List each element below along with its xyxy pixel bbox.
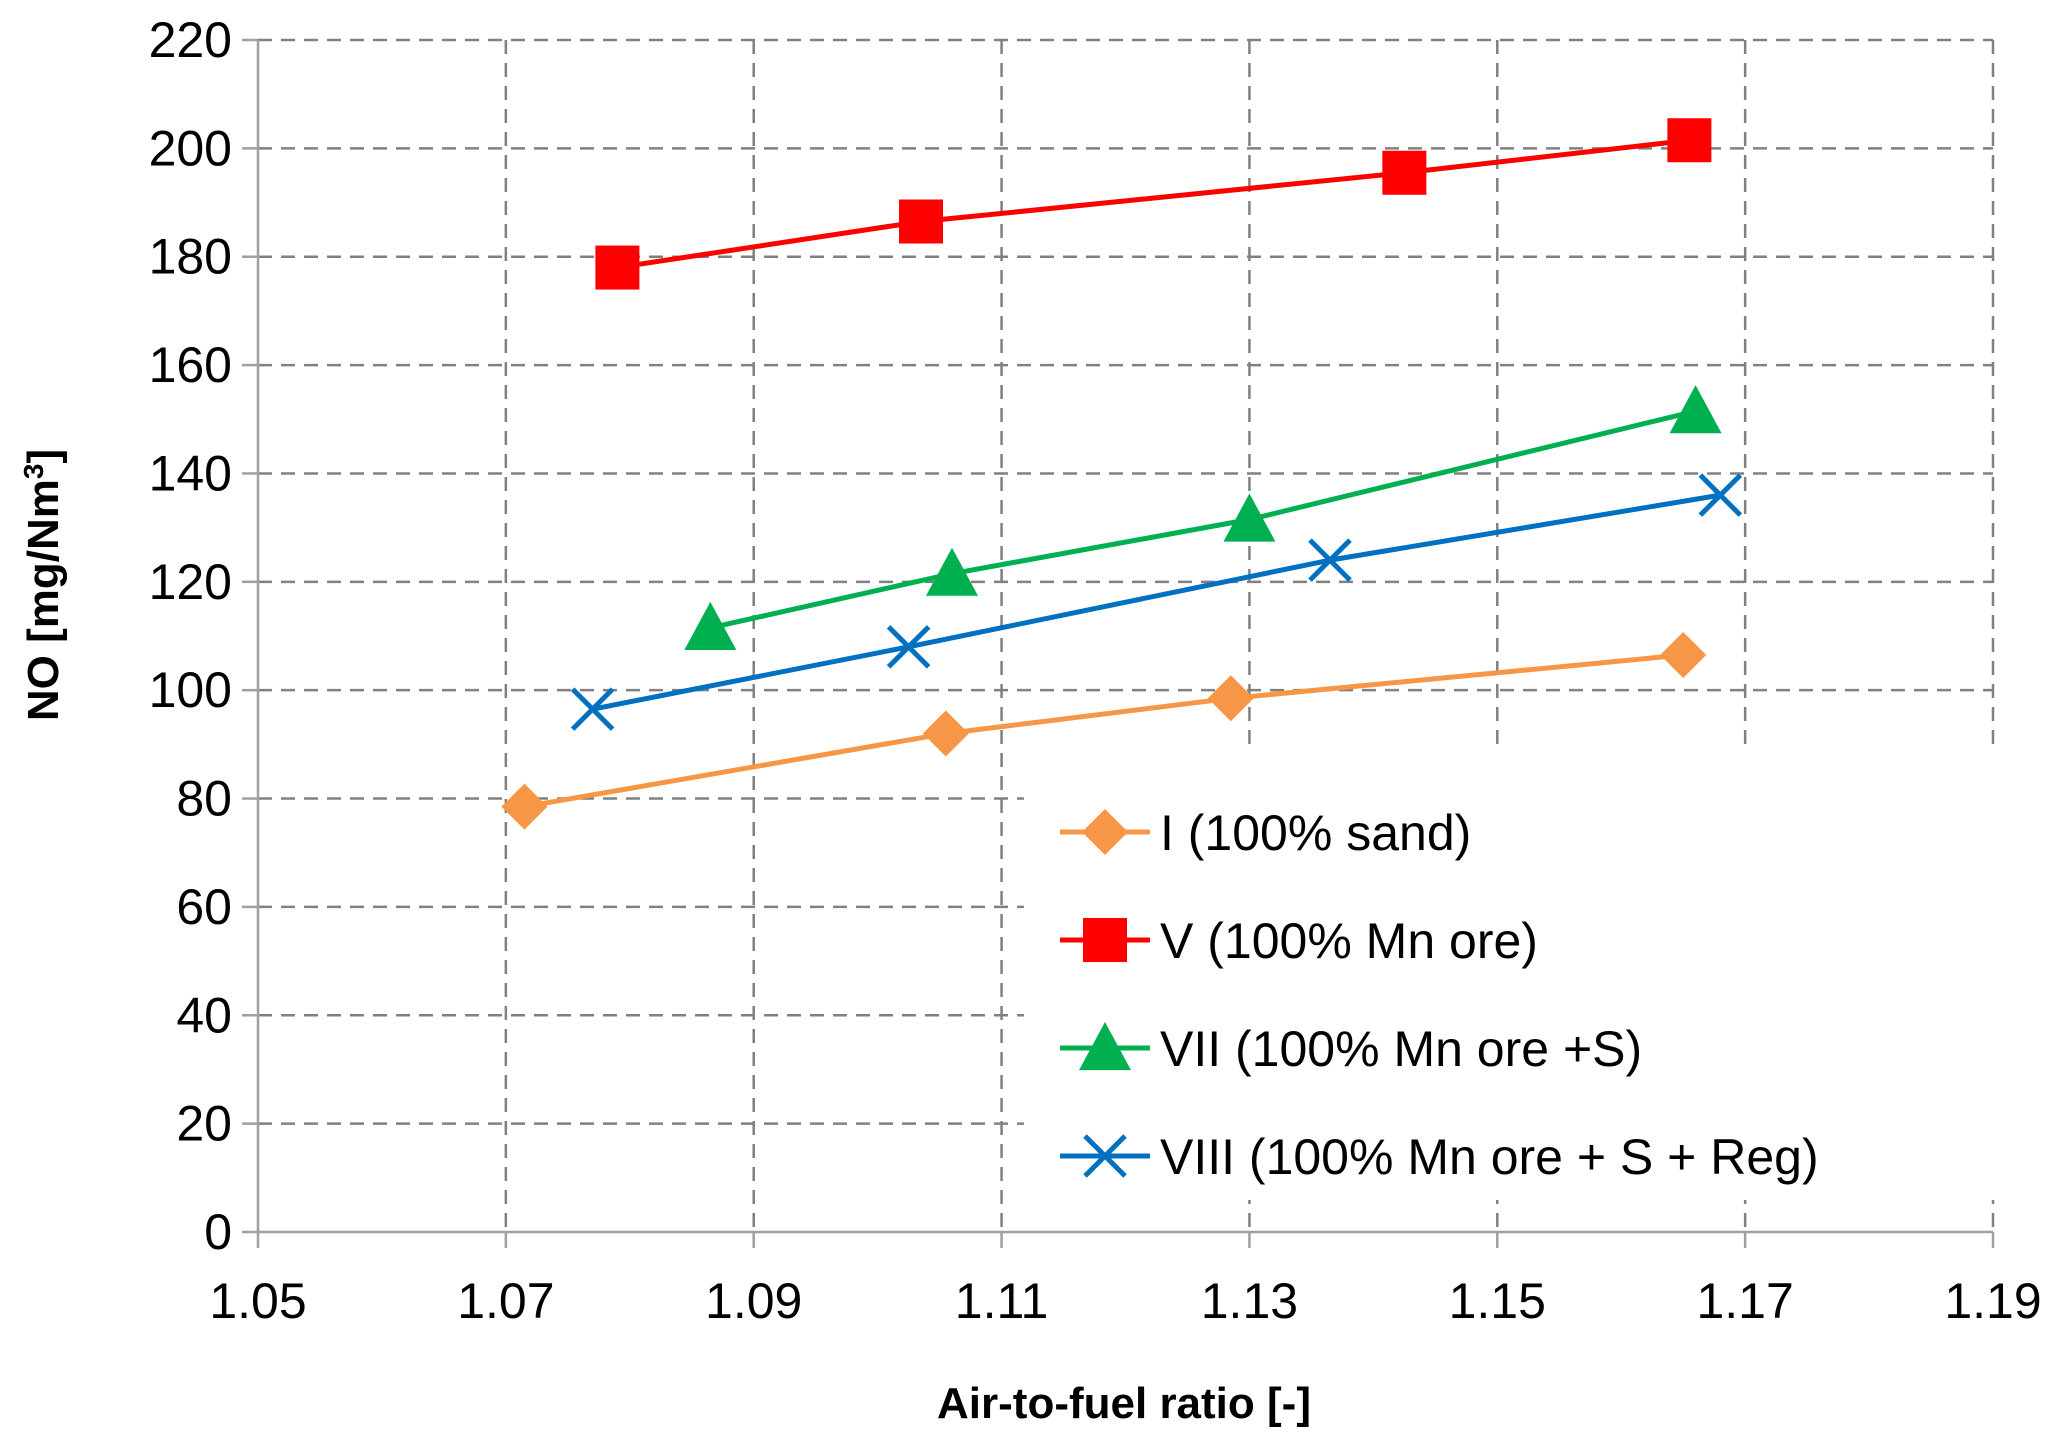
legend-item: I (100% sand) [1060, 805, 1471, 861]
data-point [1223, 493, 1276, 542]
y-tick-labels: 0 20 40 60 80 100 120 140 160 180 200 220 [149, 12, 232, 1260]
series-line [524, 652, 1684, 810]
x-tick-label: 1.19 [1944, 1273, 2041, 1329]
legend-marker [1082, 809, 1128, 855]
legend-item: VII (100% Mn ore +S) [1060, 1021, 1642, 1077]
x-tick-label: 1.15 [1449, 1273, 1546, 1329]
data-point [899, 199, 944, 244]
legend-label: VIII (100% Mn ore + S + Reg) [1160, 1129, 1819, 1185]
y-tick-label: 220 [149, 12, 232, 68]
x-tick-label: 1.17 [1696, 1273, 1793, 1329]
legend-background [1024, 744, 2006, 1200]
data-point [1308, 538, 1352, 582]
data-point [1669, 385, 1722, 434]
legend-marker [1079, 1022, 1131, 1071]
legend-marker [1083, 1134, 1127, 1178]
data-point [922, 710, 969, 757]
data-point [926, 547, 978, 596]
x-axis-title: Air-to-fuel ratio [-] [937, 1379, 1311, 1428]
series-line [592, 492, 1721, 712]
y-tick-label: 80 [176, 771, 232, 827]
legend-item: VIII (100% Mn ore + S + Reg) [1060, 1129, 1819, 1185]
series-1 [501, 631, 1707, 830]
y-tick-label: 160 [149, 337, 232, 393]
series-line [709, 408, 1697, 631]
x-tick-label: 1.09 [705, 1273, 802, 1329]
x-tick-label: 1.05 [209, 1273, 306, 1329]
x-tick-label: 1.07 [457, 1273, 554, 1329]
y-axis-title-main: NO [mg/Nm [19, 479, 68, 721]
y-tick-label: 100 [149, 662, 232, 718]
x-tick-label: 1.13 [1201, 1273, 1298, 1329]
y-axis-title-superscript: 3 [18, 464, 49, 480]
series-4 [570, 473, 1743, 731]
data-point [886, 625, 931, 669]
x-tick-label: 1.11 [955, 1273, 1049, 1329]
legend-label: V (100% Mn ore) [1160, 913, 1538, 969]
y-tick-label: 120 [149, 554, 232, 610]
data-point [595, 245, 640, 290]
y-axis-title-end: ] [19, 449, 68, 464]
data-point [1660, 631, 1707, 678]
legend-label: I (100% sand) [1160, 805, 1471, 861]
data-point [1667, 118, 1712, 163]
legend: I (100% sand) V (100% Mn ore) VII (100% Mn… [1024, 744, 2006, 1200]
legend-label: VII (100% Mn ore +S) [1160, 1021, 1642, 1077]
y-tick-label: 0 [204, 1204, 232, 1260]
y-tick-label: 20 [176, 1096, 232, 1152]
y-tick-label: 60 [176, 879, 232, 935]
y-tick-label: 140 [149, 445, 232, 501]
y-tick-label: 180 [149, 229, 232, 285]
y-tick-label: 40 [176, 987, 232, 1043]
series-3 [684, 385, 1722, 650]
series-2 [595, 118, 1712, 290]
data-point [570, 687, 615, 731]
data-point [1207, 675, 1254, 722]
data-point [1382, 150, 1427, 195]
series-line [617, 137, 1690, 271]
data-point [684, 601, 737, 650]
legend-item: V (100% Mn ore) [1060, 913, 1538, 969]
data-point [501, 783, 548, 830]
series-group [501, 118, 1743, 830]
y-axis-title: NO [mg/Nm3] [18, 449, 69, 721]
axes [242, 38, 1995, 1248]
legend-marker [1083, 918, 1127, 962]
data-point [1698, 473, 1743, 517]
x-tick-labels: 1.05 1.07 1.09 1.11 1.13 1.15 1.17 1.19 [209, 1273, 2041, 1329]
y-tick-label: 200 [149, 120, 232, 176]
